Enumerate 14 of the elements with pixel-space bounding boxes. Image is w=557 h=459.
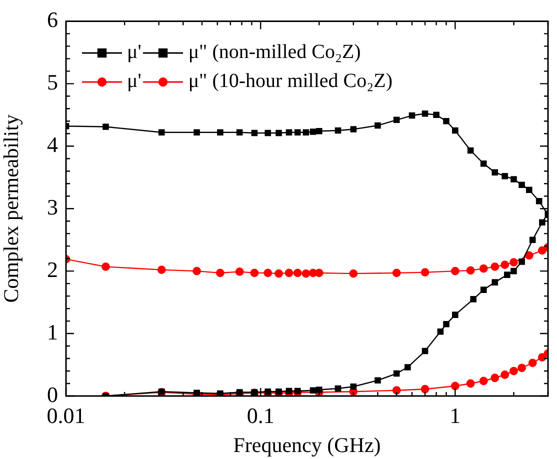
y-tick-label: 3 <box>47 194 58 220</box>
y-tick-label: 6 <box>47 6 58 32</box>
y-tick-label: 4 <box>47 132 58 157</box>
y-axis-title: Complex permeability <box>0 114 24 303</box>
x-axis-title: Frequency (GHz) <box>233 432 381 457</box>
y-tick-label: 1 <box>47 319 58 344</box>
y-tick-label: 5 <box>47 69 58 94</box>
legend-label: μ" (non-milled Co₂Z) <box>188 41 361 64</box>
x-tick-label: 0.1 <box>246 402 274 428</box>
x-tick-label: 1 <box>450 402 461 428</box>
legend-label: μ' <box>127 41 142 64</box>
legend-label: μ" (10-hour milled Co₂Z) <box>188 70 392 94</box>
y-tick-label: 2 <box>47 256 58 282</box>
legend-label: μ' <box>127 70 142 94</box>
